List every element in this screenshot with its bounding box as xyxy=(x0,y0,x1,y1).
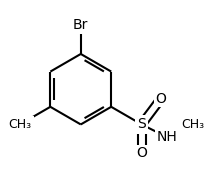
Text: Br: Br xyxy=(73,18,89,32)
Text: CH₃: CH₃ xyxy=(181,118,205,131)
Text: CH₃: CH₃ xyxy=(8,118,32,131)
Text: O: O xyxy=(136,146,147,160)
Text: NH: NH xyxy=(157,130,178,144)
Text: S: S xyxy=(137,117,146,131)
Text: O: O xyxy=(156,92,166,106)
